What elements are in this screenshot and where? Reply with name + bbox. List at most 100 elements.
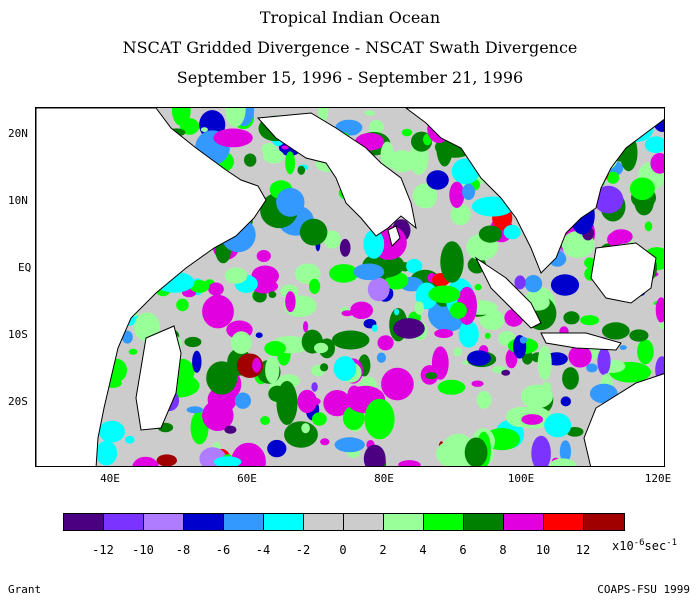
field-patch [244, 153, 257, 167]
field-patch [234, 392, 251, 409]
field-patch [334, 437, 365, 453]
field-patch [584, 257, 596, 269]
field-patch [449, 302, 467, 319]
field-patch [655, 297, 664, 323]
field-patch [363, 444, 386, 466]
field-patch [367, 277, 390, 302]
field-patch [559, 440, 572, 463]
field-patch [437, 379, 466, 395]
field-patch [261, 143, 277, 157]
colorbar-swatch-6 [304, 514, 344, 530]
field-patch [426, 170, 449, 190]
field-patch [606, 171, 620, 184]
colorbar-tick-11: 10 [535, 543, 551, 557]
field-patch [200, 127, 208, 132]
field-patch [462, 183, 476, 200]
field-patch [364, 110, 376, 116]
field-patch [607, 232, 622, 247]
field-patch [192, 350, 202, 373]
lon-label-60e: 60E [237, 472, 257, 485]
field-patch [208, 282, 224, 296]
field-patch [377, 335, 394, 351]
field-patch [514, 275, 526, 290]
field-patch [213, 456, 242, 466]
field-patch [476, 391, 492, 409]
field-patch [563, 311, 580, 325]
colorbar-tick-1: -10 [132, 543, 154, 557]
colorbar-tick-6: 0 [339, 543, 347, 557]
field-patch [650, 152, 664, 174]
lat-label-20s: 20S [8, 395, 28, 408]
field-patch [339, 238, 351, 257]
colorbar-tick-10: 8 [499, 543, 507, 557]
field-patch [265, 356, 280, 384]
field-patch [186, 406, 203, 414]
colorbar-swatch-5 [264, 514, 304, 530]
land-masses [36, 108, 664, 466]
colorbar-swatch-2 [144, 514, 184, 530]
field-patch [560, 396, 571, 407]
field-patch [281, 145, 289, 150]
field-patch [350, 301, 373, 319]
field-patch [544, 413, 572, 438]
colorbar-swatch-10 [464, 514, 504, 530]
field-patch [425, 372, 437, 380]
colorbar-swatch-13 [584, 514, 624, 530]
field-patch [562, 367, 579, 390]
field-patch [393, 318, 425, 339]
field-patch [412, 183, 438, 209]
lat-label-10n: 10N [8, 194, 28, 207]
field-patch [428, 285, 461, 304]
field-patch [184, 336, 202, 348]
field-patch [381, 367, 414, 401]
field-patch [471, 380, 484, 387]
field-patch [593, 185, 624, 214]
field-patch [462, 360, 469, 365]
field-patch [380, 141, 394, 168]
field-patch [255, 332, 263, 338]
colorbar-tick-9: 6 [459, 543, 467, 557]
land-sri-lanka [387, 225, 401, 247]
field-patch [389, 150, 415, 173]
field-patch [213, 128, 253, 148]
field-patch [285, 291, 296, 313]
field-patch [406, 258, 423, 274]
field-patch [301, 423, 310, 434]
field-patch [297, 165, 306, 175]
field-patch [225, 108, 246, 127]
field-patch [333, 356, 357, 381]
field-patch [369, 120, 384, 134]
field-patch [311, 382, 318, 392]
field-patch [206, 361, 238, 395]
field-patch [450, 203, 471, 226]
field-patch [449, 181, 465, 208]
colorbar [63, 513, 625, 531]
field-patch [124, 435, 135, 444]
colorbar-tick-7: 2 [379, 543, 387, 557]
field-patch [637, 339, 654, 365]
field-patch [644, 221, 653, 232]
land-australia [583, 373, 664, 466]
field-patch [95, 440, 118, 466]
field-patch [519, 336, 527, 344]
colorbar-swatch-11 [504, 514, 544, 530]
field-patch [550, 274, 580, 296]
field-patch [132, 456, 159, 466]
field-patch [318, 108, 329, 122]
field-patch [224, 267, 248, 284]
colorbar-swatch-4 [224, 514, 264, 530]
field-patch [329, 264, 359, 283]
field-patch [252, 357, 262, 373]
field-patch [264, 341, 286, 356]
field-patch [202, 294, 234, 329]
field-patch [363, 229, 385, 259]
colorbar-swatch-7 [344, 514, 384, 530]
colorbar-tick-3: -6 [215, 543, 231, 557]
lon-label-100e: 100E [507, 472, 535, 485]
field-patch [521, 414, 543, 425]
field-patch [376, 352, 386, 363]
field-patch [586, 363, 598, 373]
colorbar-tick-2: -8 [175, 543, 191, 557]
field-patch [299, 218, 328, 246]
title-line-3: September 15, 1996 - September 21, 1996 [176, 68, 524, 87]
